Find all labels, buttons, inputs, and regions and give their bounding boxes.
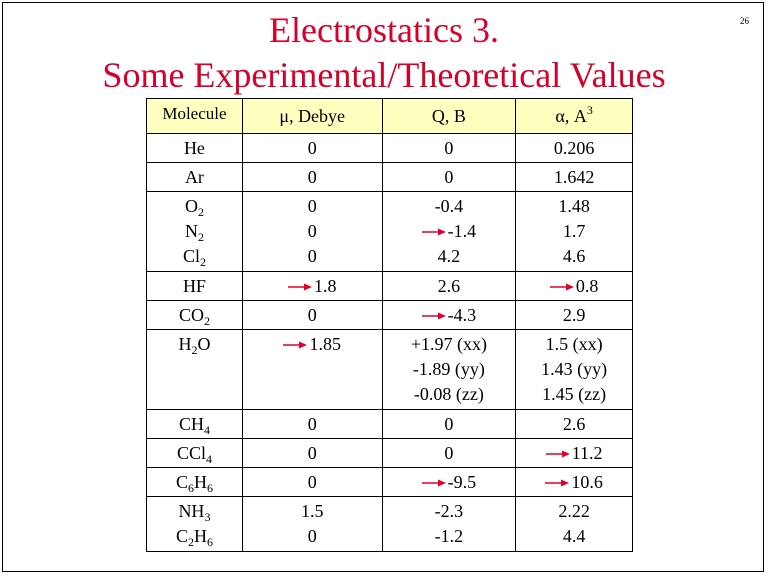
table-row: H2O 1.85 +1.97 (xx) -1.89 (yy) -0.08 (zz…: [146, 329, 633, 410]
polarizability-cell: 2.22 4.4: [515, 496, 633, 552]
molecule-cell: Ar: [146, 162, 243, 192]
arrow-right-icon: [545, 478, 570, 488]
arrow-right-icon: [283, 340, 308, 350]
dipole-cell: 0: [241, 133, 383, 163]
table-row: O2 N2 Cl2 0 0 0 -0.4 -1.4 4.2 1.48 1.7 4…: [146, 191, 633, 272]
polarizability-cell: 1.5 (xx) 1.43 (yy) 1.45 (zz): [515, 329, 633, 410]
header-polarizability: α, A3: [515, 98, 633, 134]
molecule-cell: CH4: [146, 409, 243, 439]
quadrupole-cell: -4.3: [381, 300, 517, 330]
molecule-cell: CCl4: [146, 438, 243, 468]
polarizability-cell: 2.6: [515, 409, 633, 439]
polarizability-cell: 10.6: [515, 467, 633, 497]
arrow-right-icon: [421, 227, 446, 237]
dipole-cell: 0: [241, 300, 383, 330]
molecule-cell: H2O: [146, 329, 243, 410]
polarizability-cell: 1.48 1.7 4.6: [515, 191, 633, 272]
slide-subtitle: Some Experimental/Theoretical Values: [102, 55, 666, 95]
table-row: CO2 0 -4.3 2.9: [146, 300, 633, 330]
arrow-right-icon: [421, 311, 446, 321]
arrow-right-icon: [549, 282, 574, 292]
polarizability-cell: 2.9: [515, 300, 633, 330]
arrow-right-icon: [545, 449, 570, 459]
molecule-cell: HF: [146, 271, 243, 301]
dipole-cell: 0: [241, 467, 383, 497]
dipole-cell: 1.8: [241, 271, 383, 301]
polarizability-cell: 0.8: [515, 271, 633, 301]
slide-number: 26: [740, 16, 749, 26]
quadrupole-cell: 0: [381, 162, 517, 192]
table-row: He 0 0 0.206: [146, 133, 633, 163]
quadrupole-cell: 0: [381, 133, 517, 163]
quadrupole-cell: 0: [381, 409, 517, 439]
arrow-right-icon: [421, 478, 446, 488]
header-molecule: Molecule: [146, 98, 243, 134]
table-row: HF 1.8 2.6 0.8: [146, 271, 633, 301]
polarizability-cell: 1.642: [515, 162, 633, 192]
molecule-cell: He: [146, 133, 243, 163]
molecule-cell: CO2: [146, 300, 243, 330]
dipole-cell: 1.5 0: [241, 496, 383, 552]
polarizability-cell: 11.2: [515, 438, 633, 468]
dipole-cell: 0: [241, 162, 383, 192]
quadrupole-cell: -2.3 -1.2: [381, 496, 517, 552]
quadrupole-cell: 2.6: [381, 271, 517, 301]
molecule-cell: C6H6: [146, 467, 243, 497]
table-row: CCl4 0 0 11.2: [146, 438, 633, 468]
quadrupole-cell: 0: [381, 438, 517, 468]
molecule-cell: NH3 C2H6: [146, 496, 243, 552]
slide-title: Electrostatics 3.: [269, 10, 499, 50]
table-row: C6H6 0 -9.5 10.6: [146, 467, 633, 497]
header-row: Molecule μ, Debye Q, B α, A3: [146, 98, 633, 134]
table-row: NH3 C2H6 1.5 0 -2.3 -1.2 2.22 4.4: [146, 496, 633, 552]
molecule-cell: O2 N2 Cl2: [146, 191, 243, 272]
dipole-cell: 0: [241, 438, 383, 468]
header-dipole: μ, Debye: [241, 98, 383, 134]
quadrupole-cell: +1.97 (xx) -1.89 (yy) -0.08 (zz): [381, 329, 517, 410]
dipole-cell: 0 0 0: [241, 191, 383, 272]
quadrupole-cell: -9.5: [381, 467, 517, 497]
table-row: Ar 0 0 1.642: [146, 162, 633, 192]
header-quadrupole: Q, B: [381, 98, 517, 134]
dipole-cell: 0: [241, 409, 383, 439]
quadrupole-cell: -0.4 -1.4 4.2: [381, 191, 517, 272]
dipole-cell: 1.85: [241, 329, 383, 410]
table-row: CH4 0 0 2.6: [146, 409, 633, 439]
values-table: Molecule μ, Debye Q, B α, A3 He 0 0 0.20…: [146, 98, 633, 552]
polarizability-cell: 0.206: [515, 133, 633, 163]
arrow-right-icon: [287, 282, 312, 292]
